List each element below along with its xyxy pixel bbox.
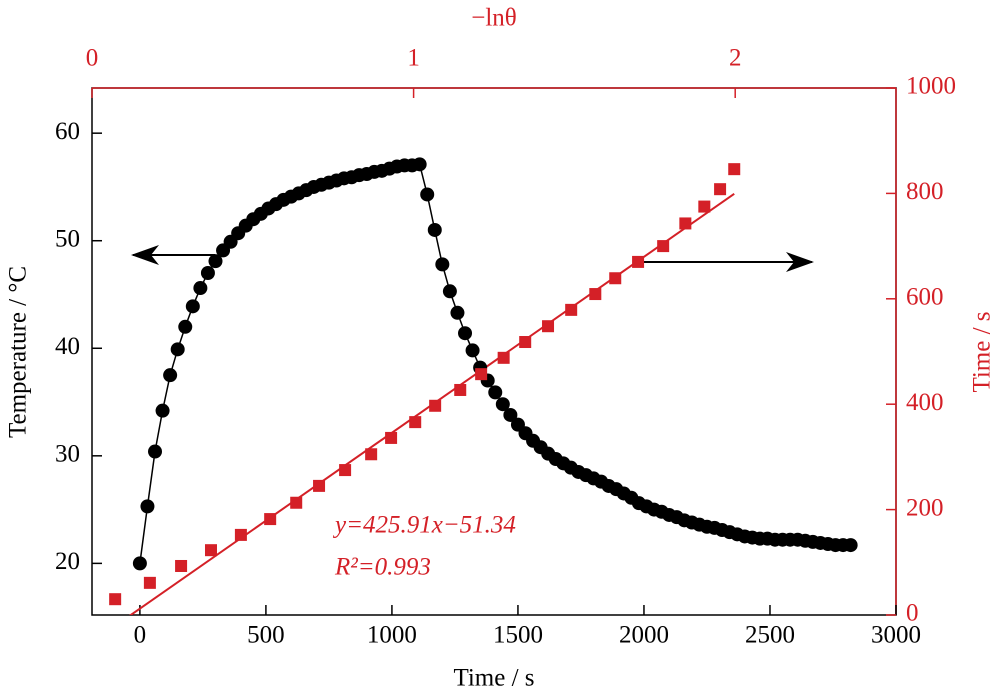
temperature-point (420, 187, 435, 202)
x2-tick-label: 0 (86, 45, 99, 72)
time-point (454, 383, 467, 396)
temperature-point (208, 254, 223, 269)
temperature-point (170, 342, 185, 357)
time-point (698, 200, 711, 213)
temperature-point (140, 499, 155, 514)
y2-tick-label: 600 (906, 284, 944, 311)
time-point (290, 496, 303, 509)
time-point (109, 593, 122, 606)
temperature-point (163, 368, 178, 383)
x2-axis-title: −lnθ (471, 5, 517, 32)
time-point (234, 528, 247, 541)
temperature-point (503, 407, 518, 422)
temperature-point (450, 305, 465, 320)
time-point (519, 336, 532, 349)
temperature-point (185, 299, 200, 314)
temperature-point (178, 319, 193, 334)
y-tick-label: 30 (55, 441, 80, 468)
time-point (385, 431, 398, 444)
x-axis-title: Time / s (453, 665, 534, 692)
temperature-point (155, 403, 170, 418)
fit-equation: y=425.91x−51.34 (332, 512, 516, 539)
x-tick-label: 500 (247, 622, 285, 649)
x2-tick-label: 2 (729, 45, 742, 72)
plot-area (109, 157, 858, 615)
y2-tick-label: 400 (906, 389, 944, 416)
temperature-point (435, 257, 450, 272)
time-point (679, 217, 692, 230)
time-point (313, 479, 326, 492)
fit-r2: R²=0.993 (334, 554, 431, 581)
time-point (475, 368, 488, 381)
x-tick-label: 0 (134, 622, 147, 649)
time-point (339, 464, 352, 477)
time-point (657, 240, 670, 253)
temperature-point (427, 222, 442, 237)
time-point (632, 255, 645, 268)
x-tick-label: 1500 (493, 622, 543, 649)
time-point (589, 288, 602, 301)
time-point (175, 559, 188, 572)
time-point (204, 544, 217, 557)
time-point (714, 183, 727, 196)
x-tick-label: 1000 (367, 622, 417, 649)
time-point (409, 416, 422, 429)
temperature-point (488, 385, 503, 400)
time-point (728, 163, 741, 176)
time-point (429, 399, 442, 412)
y-tick-label: 60 (55, 118, 80, 145)
y2-tick-label: 1000 (906, 73, 956, 100)
y-tick-label: 40 (55, 333, 80, 360)
temperature-point (843, 538, 858, 553)
temperature-point (442, 284, 457, 299)
x-tick-label: 2000 (619, 622, 669, 649)
temperature-point (132, 556, 147, 571)
x2-tick-label: 1 (407, 45, 420, 72)
x-tick-label: 3000 (871, 622, 921, 649)
y-tick-label: 50 (55, 225, 80, 252)
y-tick-label: 20 (55, 548, 80, 575)
time-point (565, 303, 578, 316)
y-axis-title: Temperature / °C (5, 266, 32, 438)
temperature-point (465, 343, 480, 358)
time-point (143, 576, 156, 589)
time-point (497, 351, 510, 364)
time-point (264, 513, 277, 526)
y2-tick-label: 0 (906, 600, 919, 627)
temperature-point (200, 265, 215, 280)
time-point (365, 448, 378, 461)
temperature-point (412, 157, 427, 172)
y2-tick-label: 800 (906, 178, 944, 205)
x-tick-label: 2500 (745, 622, 795, 649)
y2-axis-title: Time / s (969, 311, 996, 392)
y2-tick-label: 200 (906, 494, 944, 521)
time-point (542, 320, 555, 333)
temperature-point (458, 326, 473, 341)
time-point (609, 272, 622, 285)
temperature-point (193, 281, 208, 296)
temperature-point (148, 444, 163, 459)
temperature-point (495, 397, 510, 412)
